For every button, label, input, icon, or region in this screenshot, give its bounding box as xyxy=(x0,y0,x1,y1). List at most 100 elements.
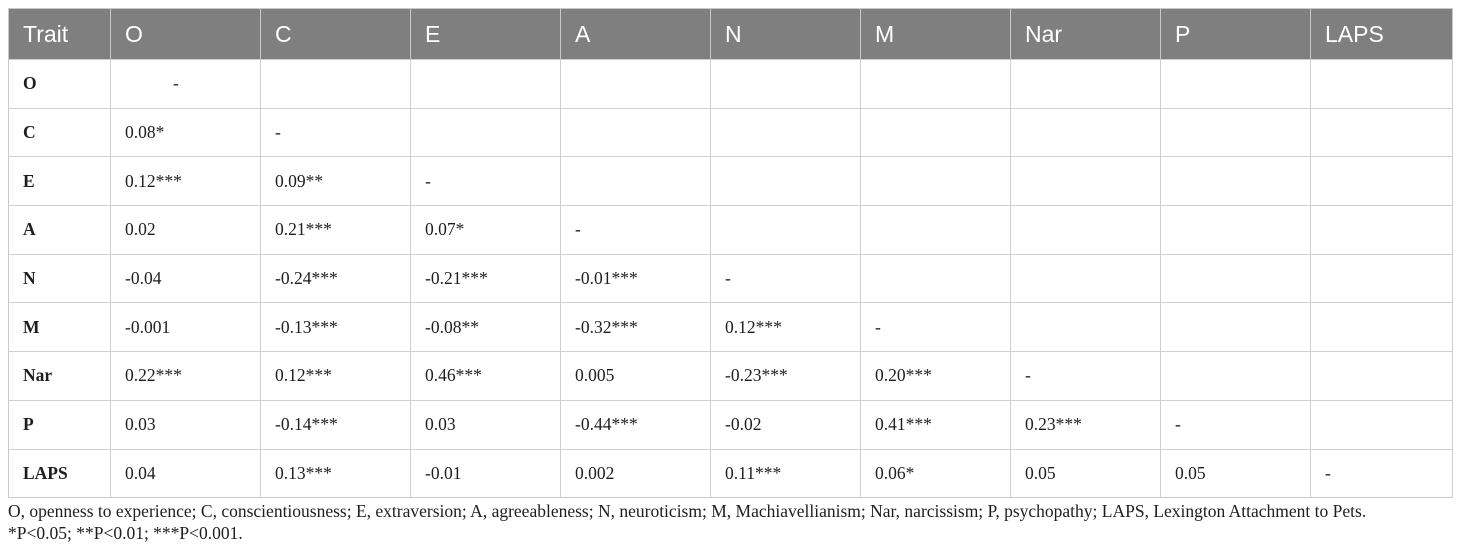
table-cell xyxy=(1160,253,1311,303)
column-header-e: E xyxy=(410,8,561,60)
row-label: P xyxy=(8,399,111,449)
table-cell: 0.03 xyxy=(110,399,261,449)
table-cell: - xyxy=(710,253,861,303)
table-cell: 0.12*** xyxy=(260,351,411,401)
table-cell xyxy=(860,253,1011,303)
table-cell: 0.23*** xyxy=(1010,399,1161,449)
table-cell: - xyxy=(1160,399,1311,449)
table-row: A 0.02 0.21*** 0.07* - xyxy=(8,205,1453,255)
table-cell: - xyxy=(410,156,561,206)
column-header-p: P xyxy=(1160,8,1311,60)
table-cell xyxy=(710,156,861,206)
table-cell xyxy=(1310,59,1453,109)
row-label: O xyxy=(8,59,111,109)
table-cell: 0.09** xyxy=(260,156,411,206)
table-cell: 0.02 xyxy=(110,205,261,255)
table-cell xyxy=(1310,107,1453,157)
table-cell xyxy=(1160,107,1311,157)
table-cell xyxy=(860,59,1011,109)
table-header-row: Trait O C E A N M Nar P LAPS xyxy=(8,8,1453,60)
table-cell: 0.13*** xyxy=(260,448,411,498)
table-cell: - xyxy=(110,59,261,109)
table-cell: 0.20*** xyxy=(860,351,1011,401)
table-cell: -0.23*** xyxy=(710,351,861,401)
table-cell: -0.01*** xyxy=(560,253,711,303)
table-row: P 0.03 -0.14*** 0.03 -0.44*** -0.02 0.41*** 0.2… xyxy=(8,399,1453,449)
table-cell xyxy=(260,59,411,109)
table-row: C 0.08* - xyxy=(8,107,1453,157)
table-cell: -0.001 xyxy=(110,302,261,352)
table-row: Nar 0.22*** 0.12*** 0.46*** 0.005 -0.23*** 0.2… xyxy=(8,351,1453,401)
row-label: A xyxy=(8,205,111,255)
table-cell: -0.02 xyxy=(710,399,861,449)
table-body: O - C 0.08* - E 0.12*** 0.09** - A 0.02 0.21*** 0.07… xyxy=(8,59,1453,498)
table-cell xyxy=(560,156,711,206)
table-cell: -0.32*** xyxy=(560,302,711,352)
column-header-o: O xyxy=(110,8,261,60)
table-row: M -0.001 -0.13*** -0.08** -0.32*** 0.12*** - xyxy=(8,302,1453,352)
footnote-significance: *P<0.05; **P<0.01; ***P<0.001. xyxy=(8,523,243,543)
table-cell xyxy=(1310,205,1453,255)
table-cell xyxy=(710,205,861,255)
table-cell xyxy=(860,107,1011,157)
table-cell xyxy=(1160,351,1311,401)
table-cell xyxy=(710,59,861,109)
correlation-table: Trait O C E A N M Nar P LAPS O - C 0.08* - E 0… xyxy=(8,8,1453,499)
table-cell: - xyxy=(560,205,711,255)
table-cell: 0.04 xyxy=(110,448,261,498)
table-cell: 0.06* xyxy=(860,448,1011,498)
table-cell xyxy=(710,107,861,157)
table-cell: 0.11*** xyxy=(710,448,861,498)
table-cell: 0.03 xyxy=(410,399,561,449)
table-cell: -0.21*** xyxy=(410,253,561,303)
row-label: C xyxy=(8,107,111,157)
table-row: O- xyxy=(8,59,1453,109)
row-label: LAPS xyxy=(8,448,111,498)
table-cell xyxy=(560,107,711,157)
table-cell: -0.04 xyxy=(110,253,261,303)
table-cell: -0.24*** xyxy=(260,253,411,303)
row-label: E xyxy=(8,156,111,206)
table-cell xyxy=(1010,156,1161,206)
table-cell xyxy=(1310,351,1453,401)
row-label: M xyxy=(8,302,111,352)
table-cell: 0.46*** xyxy=(410,351,561,401)
table-cell xyxy=(1160,59,1311,109)
table-cell xyxy=(1010,253,1161,303)
table-cell xyxy=(860,205,1011,255)
table-cell: - xyxy=(1310,448,1453,498)
table-cell xyxy=(1310,399,1453,449)
table-cell xyxy=(410,59,561,109)
table-cell xyxy=(410,107,561,157)
table-cell: - xyxy=(260,107,411,157)
table-cell: 0.07* xyxy=(410,205,561,255)
table-cell: 0.41*** xyxy=(860,399,1011,449)
table-cell xyxy=(1160,205,1311,255)
table-cell: 0.08* xyxy=(110,107,261,157)
column-header-c: C xyxy=(260,8,411,60)
table-cell xyxy=(1310,156,1453,206)
table-cell: - xyxy=(1010,351,1161,401)
table-cell xyxy=(860,156,1011,206)
column-header-m: M xyxy=(860,8,1011,60)
correlation-table-container: Trait O C E A N M Nar P LAPS O - C 0.08* - E 0… xyxy=(8,8,1453,499)
table-cell: - xyxy=(860,302,1011,352)
table-row: N -0.04 -0.24*** -0.21*** -0.01*** - xyxy=(8,253,1453,303)
table-cell: -0.13*** xyxy=(260,302,411,352)
row-label: N xyxy=(8,253,111,303)
footnote-abbreviations: O, openness to experience; C, conscienti… xyxy=(8,501,1367,521)
table-row: E 0.12*** 0.09** - xyxy=(8,156,1453,206)
table-cell: 0.22*** xyxy=(110,351,261,401)
table-cell: 0.12*** xyxy=(110,156,261,206)
table-cell xyxy=(1010,107,1161,157)
table-cell: -0.08** xyxy=(410,302,561,352)
table-cell: -0.01 xyxy=(410,448,561,498)
column-header-a: A xyxy=(560,8,711,60)
table-row: LAPS 0.04 0.13*** -0.01 0.002 0.11*** 0.06* 0.0… xyxy=(8,448,1453,498)
column-header-nar: Nar xyxy=(1010,8,1161,60)
table-cell: 0.005 xyxy=(560,351,711,401)
table-cell: 0.002 xyxy=(560,448,711,498)
table-cell: 0.21*** xyxy=(260,205,411,255)
table-cell xyxy=(1010,59,1161,109)
row-label: Nar xyxy=(8,351,111,401)
